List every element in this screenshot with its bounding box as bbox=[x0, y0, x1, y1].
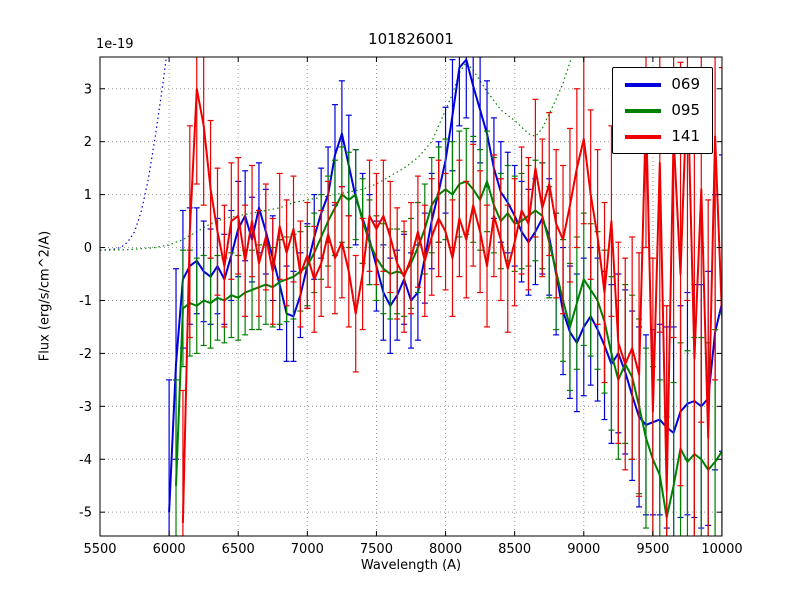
y-axis-offset-text: 1e-19 bbox=[96, 37, 134, 52]
svg-text:9000: 9000 bbox=[567, 542, 600, 557]
legend-entry-095: 095 bbox=[625, 103, 700, 118]
svg-text:-4: -4 bbox=[79, 453, 92, 468]
svg-text:-3: -3 bbox=[79, 400, 92, 415]
svg-text:2: 2 bbox=[84, 135, 92, 150]
svg-text:0: 0 bbox=[84, 241, 92, 256]
legend-entry-069: 069 bbox=[625, 77, 700, 92]
legend-label-141: 141 bbox=[671, 127, 700, 145]
svg-text:-2: -2 bbox=[79, 347, 92, 362]
plot-title: 101826001 bbox=[368, 30, 454, 48]
svg-text:6000: 6000 bbox=[153, 542, 186, 557]
svg-text:9500: 9500 bbox=[636, 542, 669, 557]
svg-text:5500: 5500 bbox=[83, 542, 116, 557]
legend-label-069: 069 bbox=[671, 75, 700, 93]
svg-text:7500: 7500 bbox=[360, 542, 393, 557]
svg-text:1: 1 bbox=[84, 188, 92, 203]
legend: 069 095 141 bbox=[612, 67, 713, 154]
svg-text:6500: 6500 bbox=[222, 542, 255, 557]
svg-text:8000: 8000 bbox=[429, 542, 462, 557]
legend-entry-141: 141 bbox=[625, 129, 700, 144]
svg-text:7000: 7000 bbox=[291, 542, 324, 557]
y-axis-label: Flux (erg/s/cm^2/A) bbox=[37, 230, 53, 362]
legend-line-sample-095 bbox=[625, 108, 662, 113]
legend-line-sample-141 bbox=[625, 134, 662, 139]
svg-text:-1: -1 bbox=[79, 294, 92, 309]
svg-text:3: 3 bbox=[84, 82, 92, 97]
x-axis-label: Wavelength (A) bbox=[360, 558, 462, 573]
svg-text:10000: 10000 bbox=[701, 542, 742, 557]
legend-label-095: 095 bbox=[671, 101, 700, 119]
legend-line-sample-069 bbox=[625, 82, 662, 87]
svg-text:-5: -5 bbox=[79, 506, 92, 521]
svg-text:8500: 8500 bbox=[498, 542, 531, 557]
